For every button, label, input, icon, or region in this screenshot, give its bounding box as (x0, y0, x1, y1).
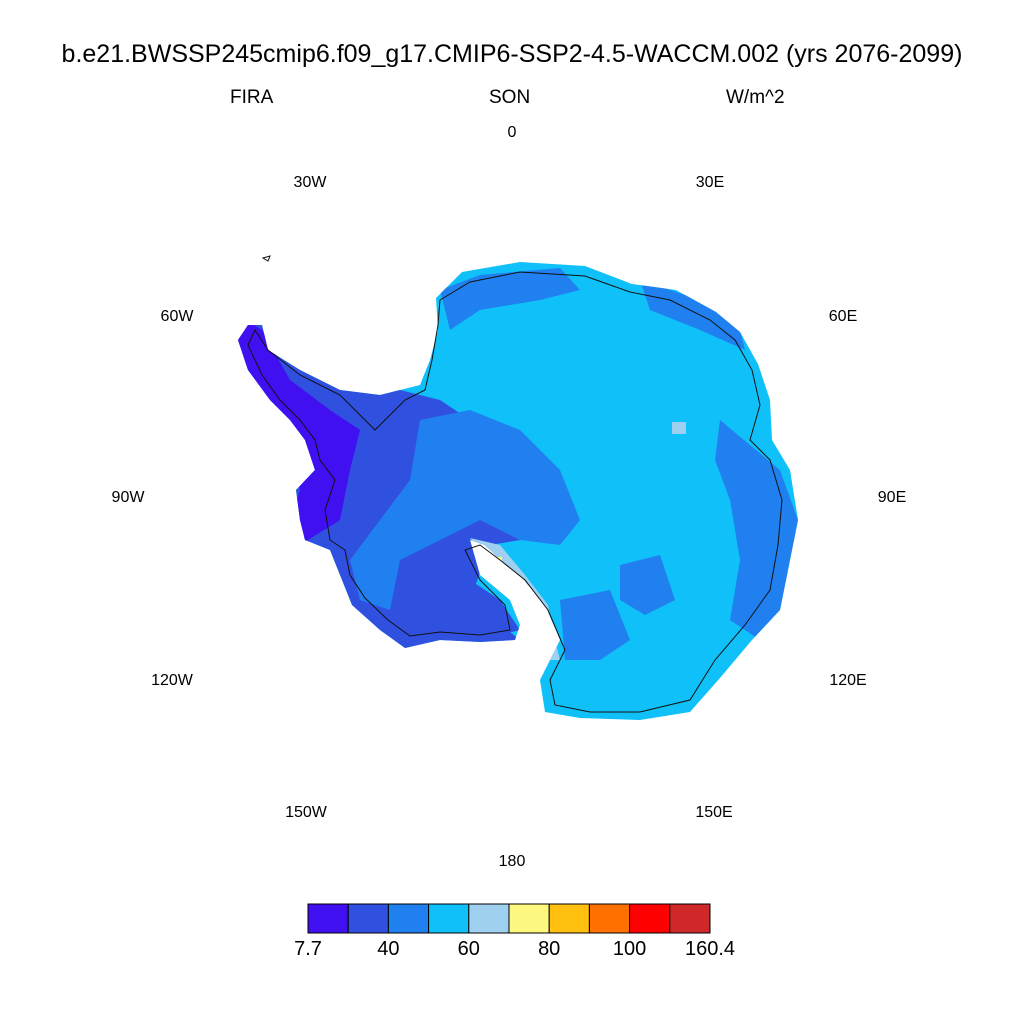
region-coast-north (440, 268, 580, 330)
colorbar-tick-label-5: 160.4 (684, 938, 736, 960)
colorbar-swatch-6 (548, 903, 590, 934)
colorbar-swatch-3 (428, 903, 470, 934)
region-light-patch (672, 422, 686, 434)
lon-label-150e: 150E (695, 804, 733, 821)
lon-label-60w: 60W (160, 308, 194, 325)
lon-label-90w: 90W (111, 489, 145, 506)
colorbar-swatch-7 (588, 903, 631, 934)
variable-label: FIRA (230, 87, 274, 108)
colorbar-tick-label-2: 60 (457, 938, 480, 960)
colorbar-swatch-4 (468, 903, 510, 934)
lon-label-180: 180 (498, 853, 526, 870)
colorbar-tick-label-0: 7.7 (294, 938, 322, 960)
lon-label-0: 0 (507, 124, 517, 141)
colorbar-swatch-8 (629, 903, 671, 934)
region-coast-ne (640, 280, 745, 350)
plot-title: b.e21.BWSSP245cmip6.f09_g17.CMIP6-SSP2-4… (61, 40, 963, 68)
colorbar-swatch-5 (508, 903, 550, 934)
colorbar-swatch-0 (307, 903, 349, 934)
region-patch-interior (620, 555, 675, 615)
coastline (247, 271, 783, 713)
colorbar-swatch-9 (669, 903, 711, 934)
colorbar-swatch-1 (347, 903, 389, 934)
lon-label-30w: 30W (293, 174, 327, 191)
region-coast-east (715, 420, 798, 640)
lon-label-60e: 60E (828, 308, 858, 325)
colorbar-swatch-2 (387, 903, 430, 934)
lon-label-30e: 30E (695, 174, 725, 191)
colorbar-tick-label-3: 80 (538, 938, 561, 960)
island-outline (261, 255, 271, 262)
colorbar-tick-label-4: 100 (612, 938, 647, 960)
region-patch-ross-west (430, 580, 520, 640)
season-label: SON (489, 87, 531, 108)
lon-label-120w: 120W (151, 672, 193, 689)
lon-label-120e: 120E (829, 672, 867, 689)
lon-label-90e: 90E (877, 489, 907, 506)
region-patch-ross-east (560, 590, 630, 660)
colorbar-tick-label-1: 40 (377, 938, 400, 960)
region-transition-1 (350, 410, 580, 610)
units-label: W/m^2 (726, 87, 785, 108)
lon-label-150w: 150W (285, 804, 327, 821)
